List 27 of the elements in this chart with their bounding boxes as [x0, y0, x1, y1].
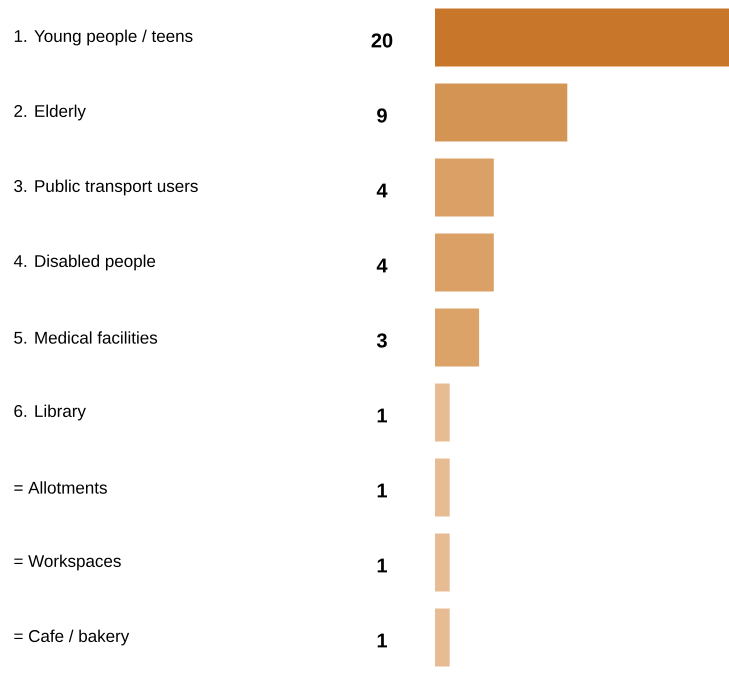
- y-tick-label: 4. Disabled people: [14, 254, 156, 270]
- y-tick-label: = Allotments: [14, 481, 107, 494]
- bar: [435, 608, 450, 667]
- bar: [435, 534, 450, 592]
- y-tick-label: 3. Public transport users: [14, 180, 198, 196]
- bar: [435, 234, 494, 292]
- bar: [435, 84, 568, 142]
- data-label: 1: [378, 408, 387, 422]
- data-label: 3: [376, 333, 387, 348]
- data-label: 1: [378, 484, 387, 498]
- y-tick-label: = Cafe / bakery: [14, 630, 130, 646]
- y-tick-label: 2. Elderly: [14, 104, 86, 120]
- bar: [435, 458, 450, 517]
- bar: [435, 308, 480, 367]
- bar: [435, 158, 494, 217]
- data-label: 1: [378, 634, 387, 648]
- data-label: 4: [376, 258, 388, 272]
- y-tick-label: 5. Medical facilities: [14, 331, 158, 344]
- data-label: 1: [378, 558, 387, 572]
- bar: [435, 384, 450, 442]
- bar: [435, 8, 729, 67]
- data-label: 4: [376, 184, 388, 198]
- y-tick-label: = Workspaces: [14, 554, 121, 570]
- data-label: 20: [372, 33, 392, 48]
- y-tick-label: 6. Library: [14, 404, 86, 420]
- data-label: 9: [377, 108, 387, 123]
- y-tick-label: 1. Young people / teens: [14, 30, 192, 46]
